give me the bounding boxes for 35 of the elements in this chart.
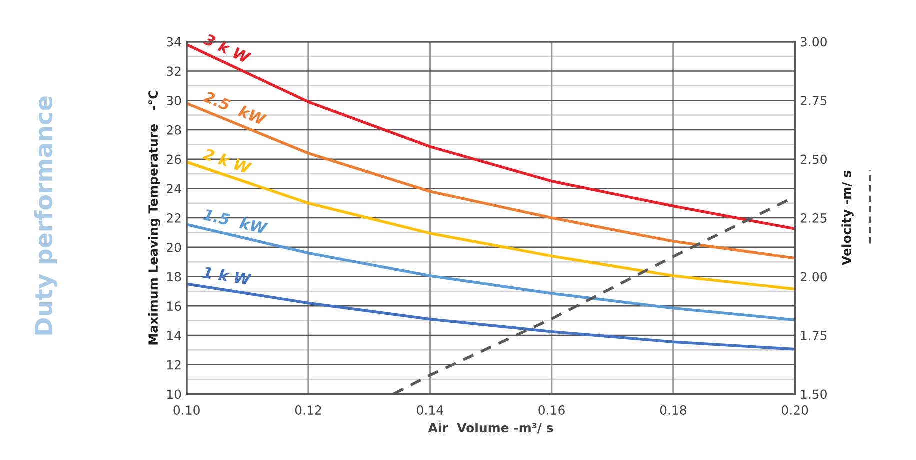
y2-tick-label: 2.25: [800, 214, 827, 223]
y-tick-label: 10: [167, 390, 182, 400]
y-tick-label: 34: [167, 37, 182, 47]
y-tick-label: 20: [167, 242, 182, 252]
x-tick-label: 0.18: [660, 406, 687, 416]
y-tick-label: 22: [167, 214, 181, 223]
y2-axis-title: Velocity -m/ s: [842, 171, 854, 266]
line-series: [186, 282, 796, 351]
y-tick-label: 18: [167, 272, 182, 282]
text: 2.5 kW: [202, 90, 268, 126]
x-tick-label: 0.14: [417, 406, 444, 416]
text: Duty performance: [34, 96, 58, 335]
y-tick-label: 14: [167, 331, 182, 340]
text: 1 k W: [202, 266, 252, 286]
y-axis-title: Maximum Leaving Temperature -°C: [148, 91, 161, 345]
x-tick-label: 0.12: [295, 406, 322, 416]
y2-tick-label: 3.00: [800, 37, 827, 47]
x-tick-label: 0.16: [538, 406, 565, 416]
x-axis-title: Air Volume -m³/ s: [428, 422, 554, 434]
text: 1.5 kW: [202, 208, 268, 235]
y-tick-label: 12: [167, 360, 181, 370]
y-tick-label: 28: [167, 125, 182, 135]
y-tick-label: 26: [167, 154, 182, 164]
y-tick-label: 32: [167, 66, 181, 76]
y-tick-label: 16: [167, 302, 182, 312]
text: 2 k W: [202, 148, 253, 174]
y2-tick-label: 1.75: [801, 331, 827, 340]
y-tick-label: 24: [167, 184, 182, 194]
x-tick-label: 0.10: [174, 406, 200, 416]
y2-tick-label: 2.00: [800, 272, 827, 282]
y2-tick-label: 2.50: [800, 154, 827, 164]
y-tick-label: 30: [167, 96, 182, 106]
x-tick-label: 0.20: [782, 406, 808, 416]
y2-tick-label: 1.50: [801, 390, 827, 400]
y2-tick-label: 2.75: [800, 96, 827, 106]
